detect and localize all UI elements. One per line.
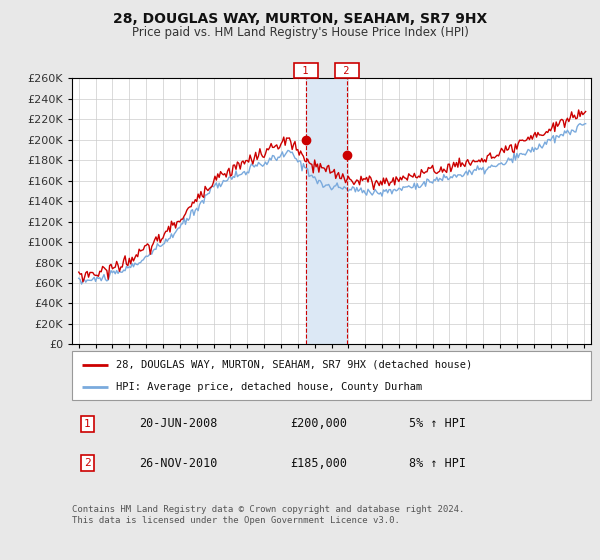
Text: £200,000: £200,000 (290, 417, 347, 431)
Text: 8% ↑ HPI: 8% ↑ HPI (409, 457, 466, 470)
Text: Contains HM Land Registry data © Crown copyright and database right 2024.
This d: Contains HM Land Registry data © Crown c… (72, 505, 464, 525)
Text: 28, DOUGLAS WAY, MURTON, SEAHAM, SR7 9HX (detached house): 28, DOUGLAS WAY, MURTON, SEAHAM, SR7 9HX… (116, 360, 472, 370)
Text: 2: 2 (337, 66, 356, 76)
Text: 2: 2 (84, 458, 91, 468)
Text: 1: 1 (296, 66, 315, 76)
Text: 20-JUN-2008: 20-JUN-2008 (139, 417, 218, 431)
Text: 1: 1 (84, 419, 91, 429)
Text: 26-NOV-2010: 26-NOV-2010 (139, 457, 218, 470)
Text: £185,000: £185,000 (290, 457, 347, 470)
Text: HPI: Average price, detached house, County Durham: HPI: Average price, detached house, Coun… (116, 381, 422, 391)
Bar (306, 78, 347, 344)
Text: Price paid vs. HM Land Registry's House Price Index (HPI): Price paid vs. HM Land Registry's House … (131, 26, 469, 39)
Text: 28, DOUGLAS WAY, MURTON, SEAHAM, SR7 9HX: 28, DOUGLAS WAY, MURTON, SEAHAM, SR7 9HX (113, 12, 487, 26)
Text: 5% ↑ HPI: 5% ↑ HPI (409, 417, 466, 431)
